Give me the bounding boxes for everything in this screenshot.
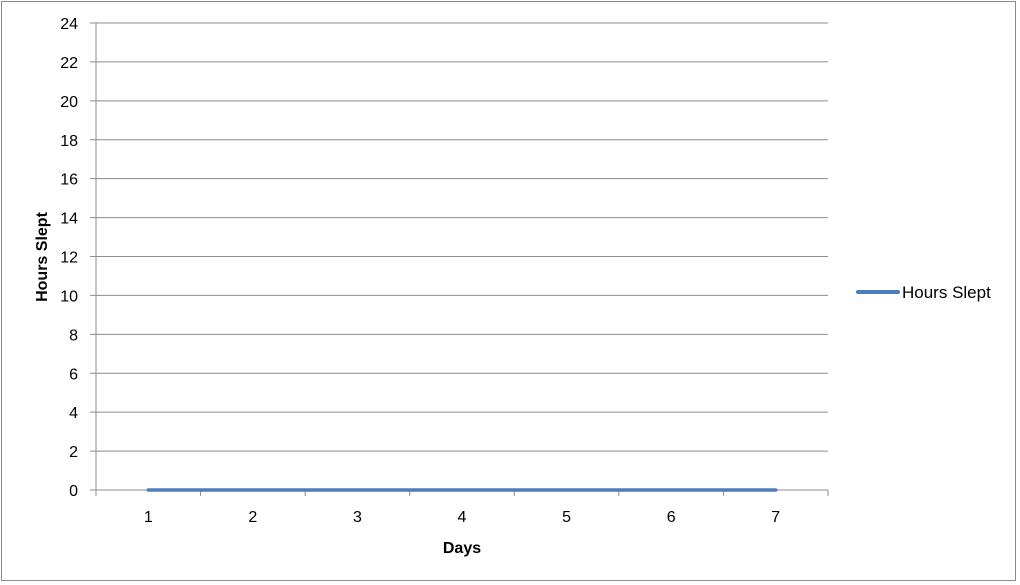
y-tick-label: 10	[60, 288, 78, 305]
y-tick-label: 4	[69, 405, 78, 422]
x-tick-label: 5	[562, 509, 571, 526]
legend: Hours Slept	[856, 283, 991, 302]
x-axis-ticks: 1 2 3 4 5 6 7	[95, 490, 829, 526]
y-tick-label: 14	[60, 211, 78, 228]
y-tick-label: 12	[60, 250, 78, 267]
y-tick-label: 8	[69, 327, 78, 344]
gridlines	[90, 22, 828, 491]
x-tick-label: 2	[248, 509, 257, 526]
y-tick-label: 22	[60, 55, 78, 72]
legend-label-hours-slept: Hours Slept	[902, 283, 991, 302]
y-tick-label: 2	[69, 444, 78, 461]
x-tick-label: 4	[458, 509, 467, 526]
x-tick-label: 3	[353, 509, 362, 526]
y-tick-label: 16	[60, 172, 78, 189]
x-tick-label: 7	[771, 509, 780, 526]
x-axis-title: Days	[443, 540, 481, 557]
x-tick-label: 1	[144, 509, 153, 526]
y-tick-label: 6	[69, 366, 78, 383]
y-tick-label: 24	[60, 16, 78, 33]
y-axis-title: Hours Slept	[34, 211, 51, 301]
x-tick-label: 6	[667, 509, 676, 526]
y-tick-label: 0	[69, 483, 78, 500]
y-tick-label: 18	[60, 133, 78, 150]
y-tick-label: 20	[60, 94, 78, 111]
